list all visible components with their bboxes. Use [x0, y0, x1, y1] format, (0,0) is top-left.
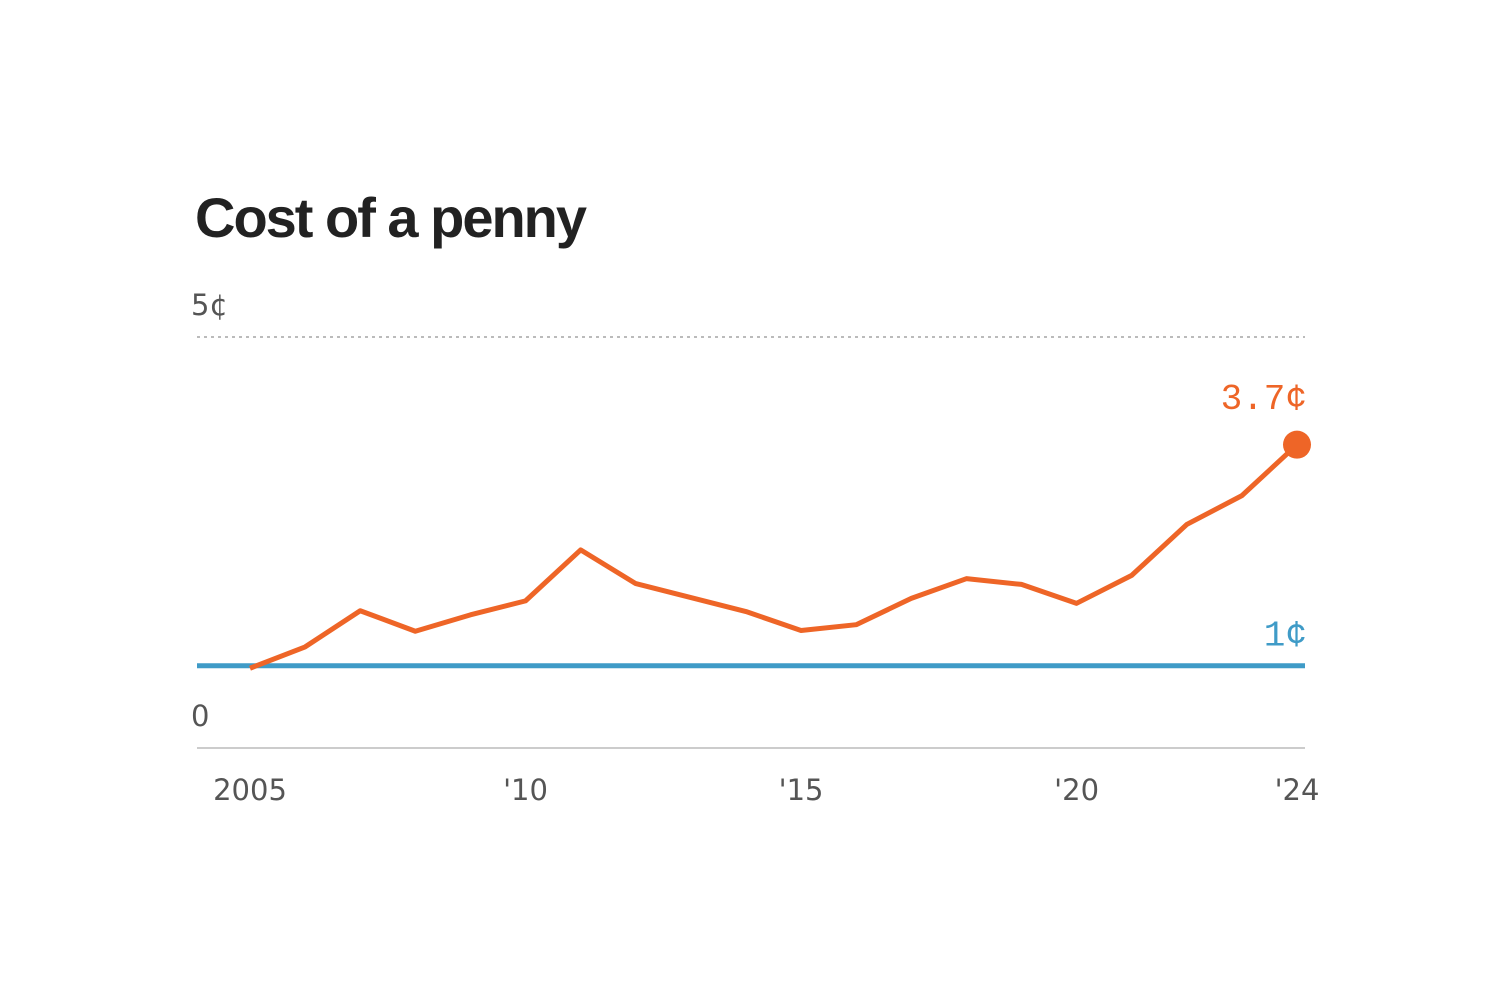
- reference-label: 1¢: [1264, 615, 1307, 656]
- chart-title: Cost of a penny: [195, 186, 587, 249]
- value-label: 3.7¢: [1221, 379, 1307, 420]
- end-point: [1283, 430, 1311, 459]
- y-tick-label: 5¢: [191, 288, 228, 322]
- y-tick-label: 0: [191, 699, 209, 733]
- x-tick-label: 2005: [213, 773, 287, 807]
- x-tick-label: '20: [1054, 773, 1099, 807]
- x-tick-label: '10: [503, 773, 548, 807]
- x-tick-label: '15: [779, 773, 824, 807]
- line: [249, 442, 1299, 671]
- x-tick-label: '24: [1275, 773, 1320, 807]
